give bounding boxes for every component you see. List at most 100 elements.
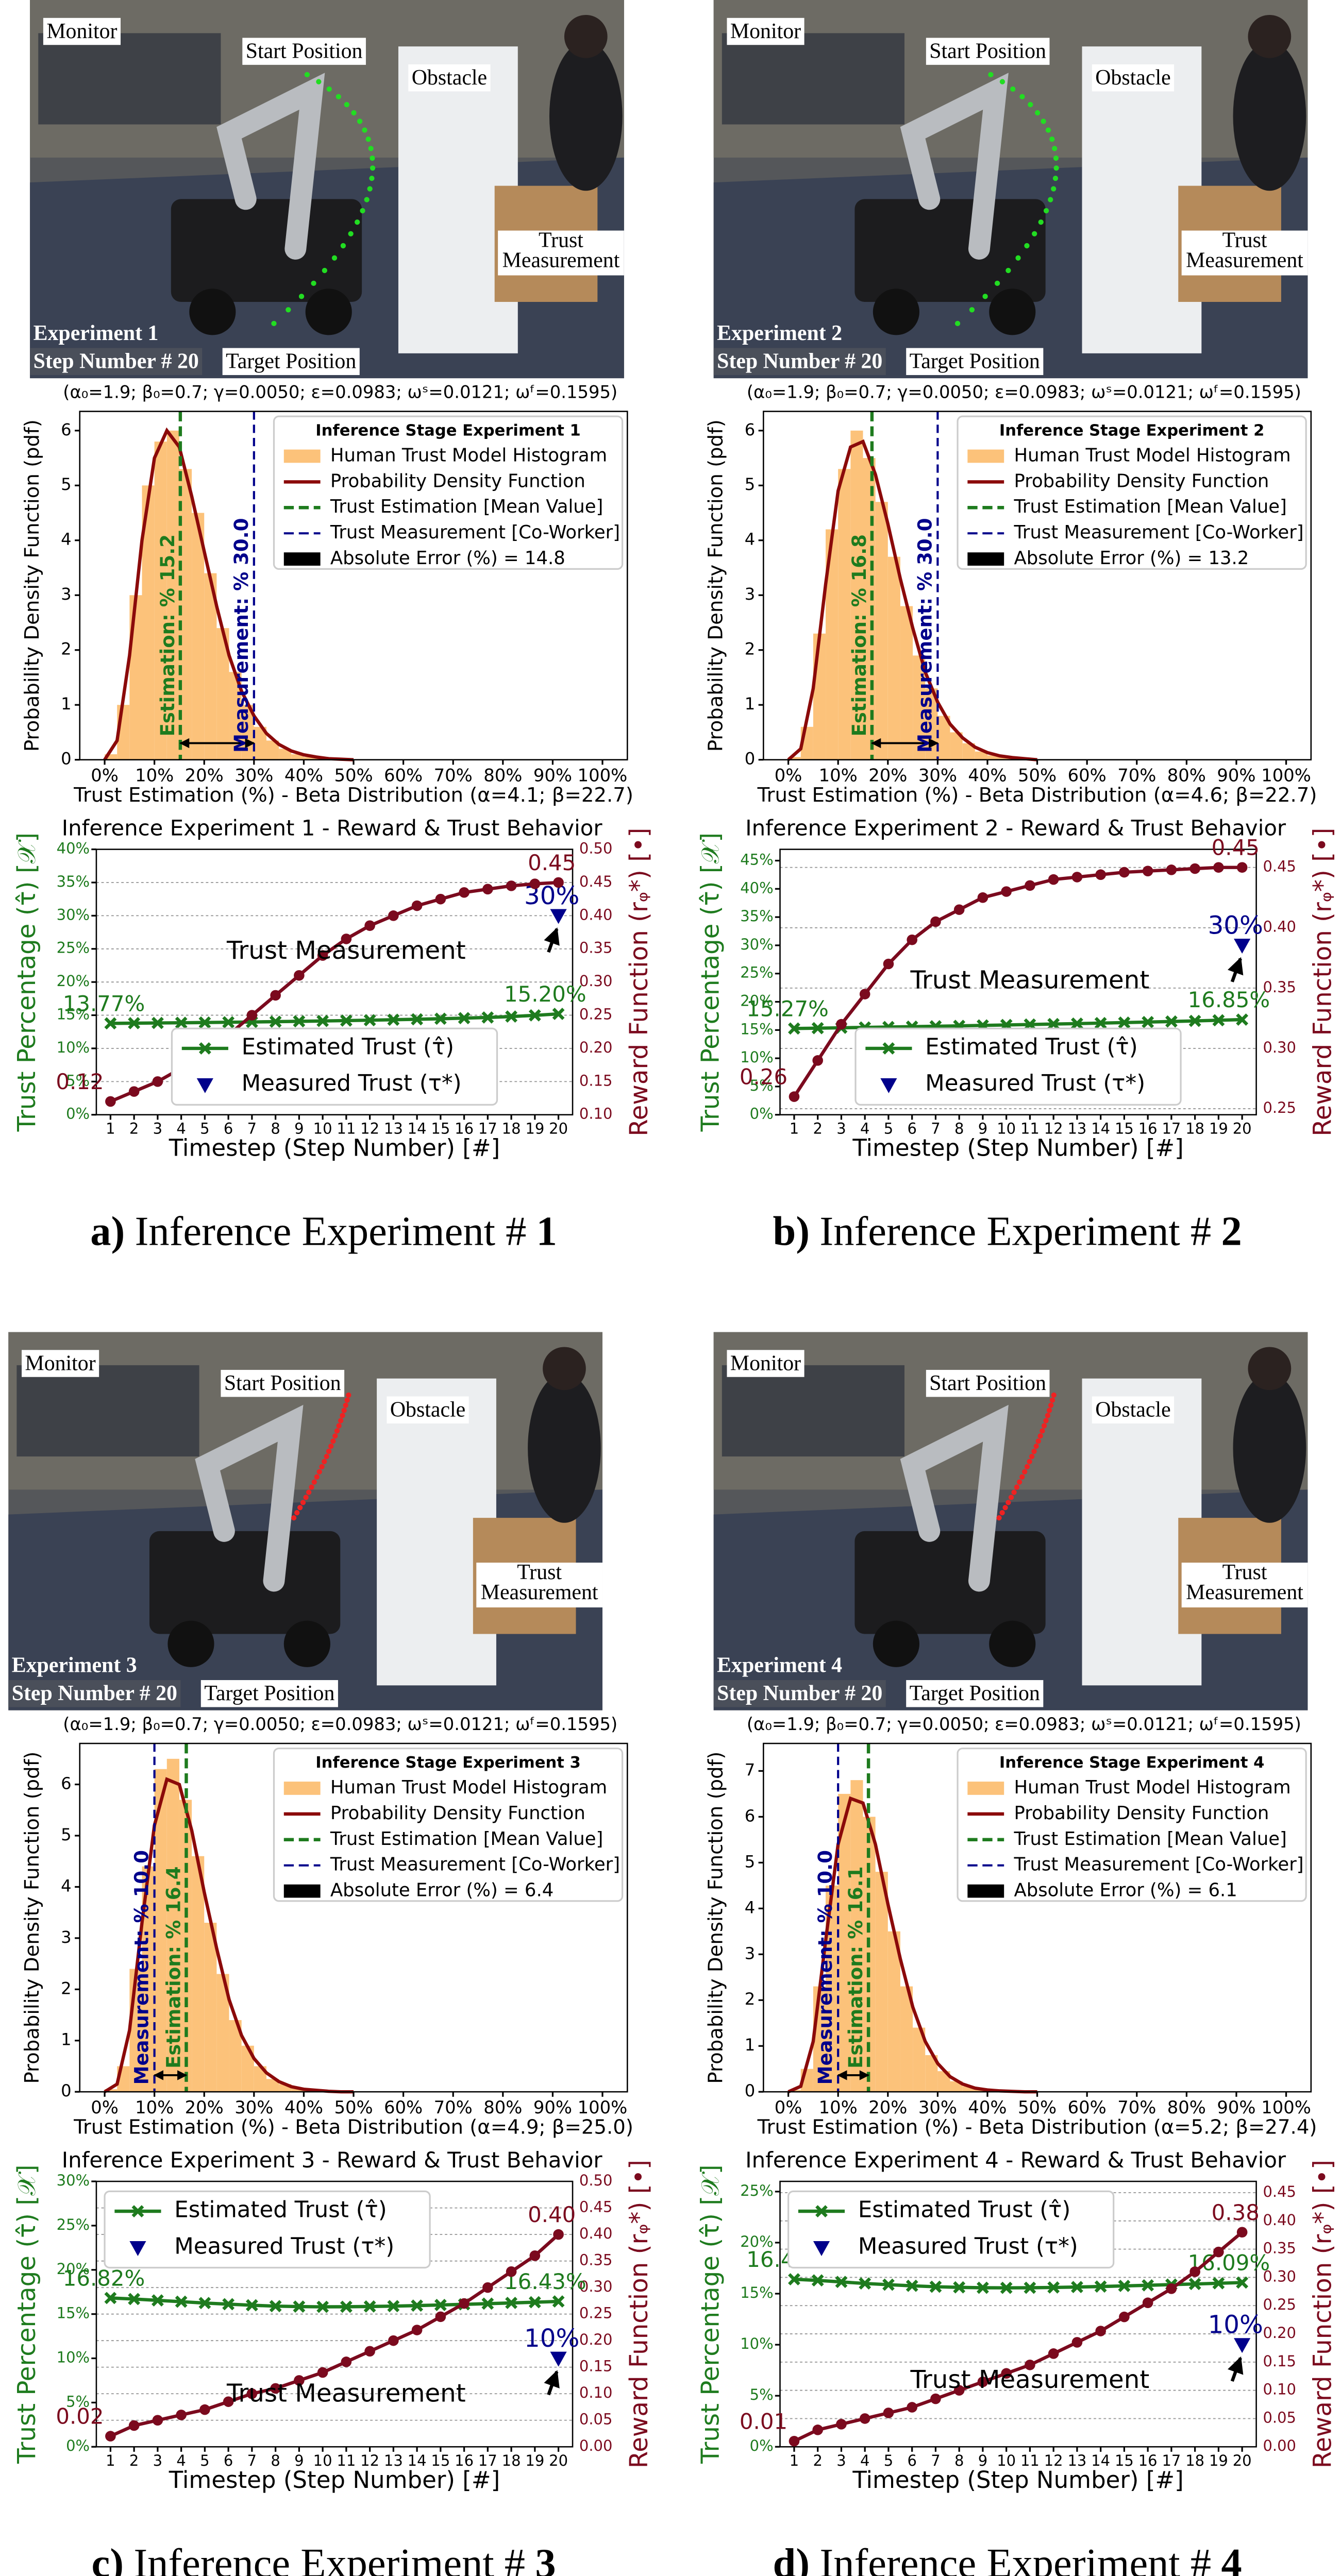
marker [528,1009,541,1022]
photo-cart [149,1531,341,1634]
trajectory-dot [326,86,332,92]
obstacle-label-bg [408,64,491,92]
y-tick-label: 6 [61,1774,71,1793]
trajectory-dot [304,72,310,78]
obstacle-label: Obstacle [390,1398,465,1422]
x-tick-label: 70% [1117,765,1156,785]
x-tick-label: 5 [200,1120,209,1138]
y-tick-label: 0 [745,2081,755,2100]
histogram-bar [166,1758,179,2092]
legend-swatch [283,552,321,566]
y-tick-label: 5% [750,2386,774,2403]
trajectory-dot [331,255,338,261]
marker [435,2311,446,2323]
marker [1095,869,1106,880]
y2-tick-label: 0.50 [579,840,613,857]
trajectory-dot [1029,1453,1035,1460]
legend-label: Human Trust Model Histogram [1014,1777,1291,1798]
x-axis-label: Timestep (Step Number) [#] [169,2466,500,2494]
trajectory-dot [1049,136,1055,142]
marker [1236,2276,1249,2289]
trajectory-dot [322,1459,327,1465]
obstacle-label: Obstacle [1095,1398,1170,1422]
data-label: 16.43% [504,2269,586,2294]
step-label: Step Number # 20 [717,350,882,374]
params: (α₀=1.9; β₀=0.7; γ=0.0050; ε=0.0983; ωˢ=… [63,1714,617,1734]
trust-label-bg [476,1563,602,1607]
x-tick-label: 20% [185,765,224,785]
estimate-label: Estimation: % 16.8 [848,534,870,736]
y2-axis-label: Reward Function (rᵩ*) [•] [625,2160,653,2468]
marker [1024,2281,1036,2294]
trajectory-dot [1045,127,1051,133]
marker [1188,2278,1201,2291]
marker [152,2415,163,2426]
estimate-label: Estimation: % 16.1 [845,1866,867,2068]
marker [1025,2359,1035,2370]
step-label: Step Number # 20 [33,350,199,374]
caption-number: 3 [535,2541,556,2576]
trajectory-dot [336,1423,342,1429]
x-tick-label: 8 [954,1120,964,1138]
histogram-bar [813,633,826,760]
trajectory-dot [362,127,367,133]
histogram-bar [1000,757,1013,760]
trajectory-dot [370,165,376,171]
x-tick-label: 30% [234,765,273,785]
x-tick-label: 60% [384,2097,423,2117]
y-tick-label: 3 [745,1943,755,1963]
y-tick-label: 40% [57,840,90,857]
x-tick-label: 5 [200,2452,209,2469]
trajectory-dot [1052,146,1058,151]
x-tick-label: 60% [1068,765,1107,785]
data-label: 16.85% [1188,987,1270,1012]
caption-letter: c) [91,2541,124,2576]
y-tick-label: 3 [61,1927,71,1947]
marker [364,920,375,931]
legend-swatch [283,449,321,463]
photo-robot-arm [900,1404,1009,1592]
y2-tick-label: 0.25 [1263,2296,1296,2313]
data-label: 15.27% [746,996,829,1021]
trajectory-dot [348,231,354,236]
marker [176,2410,187,2420]
x-tick-label: 11 [337,1120,356,1138]
x-tick-label: 18 [1185,2452,1204,2469]
trajectory-dot [300,1500,306,1505]
y-axis-label: Probability Density Function (pdf) [705,419,728,752]
marker [529,2250,541,2261]
monitor-label: Monitor [730,20,801,43]
estimate-label: Estimation: % 15.2 [157,534,179,736]
x-tick-label: 80% [483,765,522,785]
y2-tick-label: 0.45 [1263,2183,1296,2200]
start-label: Start Position [929,1371,1046,1395]
legend-label: Estimated Trust (τ̂) [174,2197,387,2223]
caption-number: 2 [1221,1209,1242,1255]
y-tick-label: 15% [57,2304,90,2322]
legend-swatch [813,2241,830,2256]
histogram-bar [291,2088,304,2092]
x-tick-label: 100% [578,2097,628,2117]
x-tick-label: 8 [271,1120,280,1138]
caption: b) Inference Experiment #2 [773,1209,1242,1255]
legend-label: Absolute Error (%) = 13.2 [1014,548,1249,569]
legend-label: Probability Density Function [1014,470,1269,492]
target-label-bg [906,348,1044,375]
histogram-bar [875,502,888,760]
marker [128,2293,141,2306]
x-tick-label: 20 [549,2452,568,2469]
target-label-bg [222,348,360,375]
experiment-label: Experiment 1 [33,321,159,345]
trust-label: Measurement [502,248,620,272]
x-tick-label: 20 [1233,1120,1252,1138]
y2-tick-label: 0.30 [1263,1039,1296,1056]
x-tick-label: 15 [431,1120,450,1138]
trajectory-dot [1051,186,1057,192]
photo-wheel [873,289,919,335]
x-tick-label: 80% [1167,2097,1206,2117]
legend-title: Inference Stage Experiment 2 [999,422,1265,440]
y2-tick-label: 0.40 [1263,918,1296,936]
marker [1048,2348,1059,2359]
x-tick-label: 17 [478,1120,497,1138]
y2-tick-label: 0.45 [579,2198,613,2216]
